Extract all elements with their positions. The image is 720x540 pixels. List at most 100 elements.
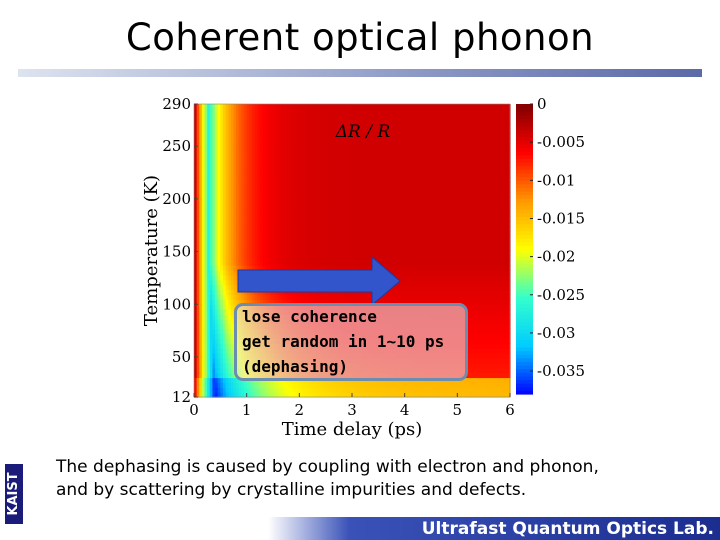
heatmap-cell [278, 196, 282, 203]
heatmap-cell [481, 348, 485, 354]
heatmap-cell [354, 245, 358, 252]
heatmap-cell [496, 230, 501, 237]
heatmap-cell [488, 284, 493, 291]
heatmap-cell [488, 357, 493, 364]
heatmap-cell [194, 299, 198, 305]
heatmap-cell [491, 289, 495, 296]
heatmap-cell [399, 196, 403, 203]
heatmap-cell [502, 318, 506, 325]
heatmap-cell [251, 299, 256, 305]
heatmap-cell [494, 279, 498, 286]
heatmap-cell [396, 196, 400, 203]
heatmap-cell [230, 265, 235, 271]
heatmap-cell [444, 279, 448, 286]
heatmap-cell [304, 294, 308, 300]
heatmap-cell [236, 206, 240, 213]
heatmap-cell [491, 333, 495, 339]
heatmap-cell [478, 377, 482, 383]
heatmap-cell [486, 309, 490, 315]
heatmap-cell [283, 235, 287, 242]
heatmap-cell [196, 392, 200, 398]
heatmap-cell [215, 309, 219, 315]
heatmap-cell [470, 328, 474, 335]
heatmap-cell [233, 294, 237, 300]
heatmap-cell [222, 313, 227, 320]
heatmap-cell [199, 328, 203, 335]
heatmap-cell [341, 255, 345, 261]
heatmap-cell [215, 357, 219, 364]
heatmap-cell [286, 206, 290, 213]
heatmap-cell [481, 372, 485, 379]
heatmap-cell [217, 226, 221, 232]
heatmap-cell [194, 304, 198, 310]
heatmap-cell [473, 196, 477, 203]
heatmap-cell [201, 313, 206, 320]
heatmap-cell [404, 226, 408, 232]
heatmap-cell [354, 387, 358, 393]
heatmap-cell [307, 196, 311, 203]
heatmap-cell [446, 392, 451, 398]
heatmap-cell [346, 299, 350, 305]
heatmap-cell [378, 387, 382, 393]
heatmap-cell [507, 299, 511, 305]
heatmap-cell [383, 235, 387, 242]
heatmap-cell [388, 289, 393, 296]
heatmap-cell [441, 230, 445, 237]
heatmap-cell [470, 284, 474, 291]
heatmap-cell [483, 362, 487, 369]
heatmap-cell [273, 206, 277, 213]
heatmap-cell [357, 226, 361, 232]
heatmap-cell [499, 211, 503, 217]
heatmap-cell [209, 362, 214, 369]
heatmap-cell [220, 230, 224, 237]
heatmap-cell [399, 382, 403, 388]
heatmap-cell [251, 240, 256, 247]
heatmap-cell [441, 289, 445, 296]
heatmap-cell [452, 255, 456, 261]
heatmap-cell [309, 265, 314, 271]
heatmap-cell [207, 377, 211, 383]
heatmap-cell [209, 230, 214, 237]
heatmap-cell [207, 245, 211, 252]
heatmap-cell [194, 309, 198, 315]
heatmap-cell [375, 240, 379, 247]
heatmap-cell [402, 270, 406, 276]
heatmap-cell [230, 230, 235, 237]
heatmap-cell [354, 294, 358, 300]
heatmap-cell [352, 265, 356, 271]
heatmap-cell [265, 230, 269, 237]
heatmap-cell [212, 382, 216, 388]
heatmap-cell [407, 230, 411, 237]
heatmap-cell [499, 377, 503, 383]
heatmap-cell [370, 235, 374, 242]
heatmap-cell [452, 294, 456, 300]
heatmap-cell [362, 250, 366, 256]
heatmap-cell [233, 196, 237, 203]
heatmap-cell [338, 221, 343, 227]
heatmap-cell [457, 392, 461, 398]
heatmap-cell [309, 392, 314, 398]
heatmap-cell [344, 191, 348, 198]
heatmap-cell [454, 211, 458, 217]
heatmap-cell [507, 226, 511, 232]
heatmap-cell [486, 304, 490, 310]
heatmap-cell [199, 221, 203, 227]
heatmap-cell [491, 245, 495, 252]
heatmap-cell [220, 245, 224, 252]
heatmap-cell [481, 201, 485, 208]
heatmap-cell [236, 196, 240, 203]
heatmap-cell [412, 279, 416, 286]
heatmap-cell [275, 265, 279, 271]
heatmap-cell [349, 226, 353, 232]
heatmap-cell [481, 206, 485, 213]
heatmap-cell [359, 255, 364, 261]
heatmap-cell [254, 235, 258, 242]
heatmap-cell [465, 387, 469, 393]
heatmap-cell [478, 279, 482, 286]
heatmap-cell [291, 392, 295, 398]
heatmap-cell [483, 357, 487, 364]
heatmap-cell [207, 196, 211, 203]
heatmap-cell [407, 284, 411, 291]
heatmap-cell [436, 216, 440, 222]
heatmap-cell [201, 230, 206, 237]
